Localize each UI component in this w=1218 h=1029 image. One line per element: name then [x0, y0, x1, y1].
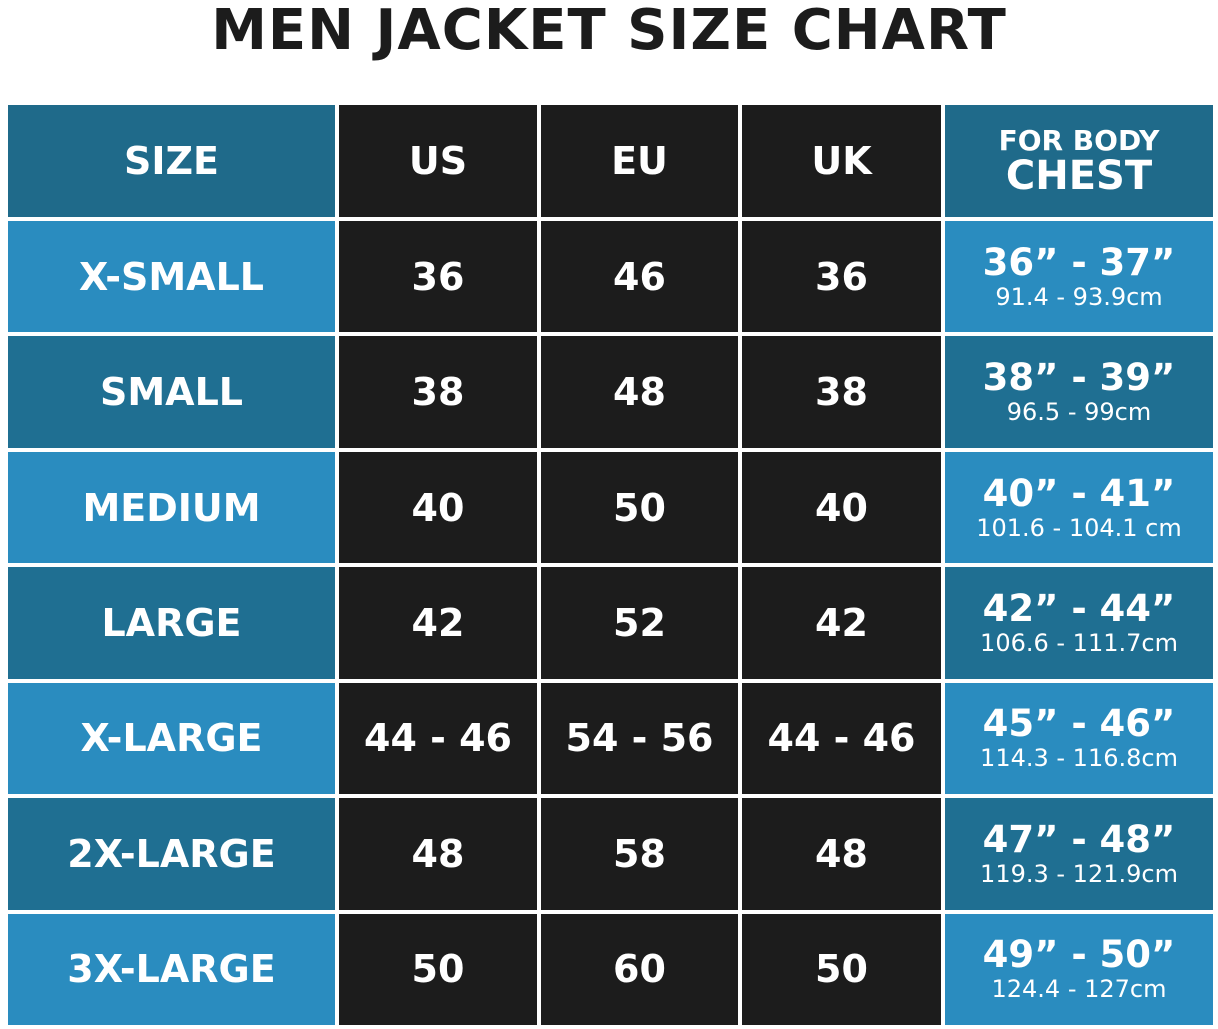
chest-cell: 47” - 48” 119.3 - 121.9cm [945, 798, 1213, 910]
uk-cell: 42 [742, 567, 941, 679]
chest-cell: 49” - 50” 124.4 - 127cm [945, 913, 1213, 1025]
header-uk: UK [742, 105, 941, 217]
eu-cell: 54 - 56 [541, 682, 738, 795]
size-cell: 2X-LARGE [8, 798, 335, 910]
header-eu: EU [541, 105, 738, 217]
chest-inches: 49” - 50” [982, 933, 1176, 977]
size-cell: X-SMALL [8, 221, 335, 333]
chest-cell: 40” - 41” 101.6 - 104.1 cm [945, 451, 1213, 564]
chest-inches: 47” - 48” [982, 817, 1176, 861]
uk-cell: 48 [742, 798, 941, 910]
header-chest-line1: FOR BODY [998, 124, 1160, 157]
chest-inches: 36” - 37” [982, 240, 1176, 284]
eu-cell: 60 [541, 913, 738, 1025]
size-table: SIZE US EU UK FOR BODY CHEST X-SMALL 36 46… [8, 105, 1213, 1025]
size-cell: LARGE [8, 567, 335, 679]
chest-cm: 96.5 - 99cm [1006, 398, 1152, 427]
size-cell: MEDIUM [8, 451, 335, 564]
chest-cm: 91.4 - 93.9cm [995, 282, 1163, 311]
eu-cell: 58 [541, 798, 738, 910]
eu-cell: 50 [541, 451, 738, 564]
size-cell: SMALL [8, 336, 335, 448]
chest-cm: 119.3 - 121.9cm [980, 859, 1178, 888]
chest-cell: 45” - 46” 114.3 - 116.8cm [945, 682, 1213, 795]
us-cell: 38 [339, 336, 537, 448]
header-chest: FOR BODY CHEST [945, 105, 1213, 217]
chest-inches: 45” - 46” [982, 702, 1176, 746]
us-cell: 48 [339, 798, 537, 910]
chest-cell: 36” - 37” 91.4 - 93.9cm [945, 221, 1213, 333]
chest-inches: 38” - 39” [982, 356, 1176, 400]
uk-cell: 38 [742, 336, 941, 448]
us-cell: 40 [339, 451, 537, 564]
uk-cell: 40 [742, 451, 941, 564]
uk-cell: 36 [742, 221, 941, 333]
eu-cell: 46 [541, 221, 738, 333]
uk-cell: 50 [742, 913, 941, 1025]
us-cell: 50 [339, 913, 537, 1025]
us-cell: 42 [339, 567, 537, 679]
eu-cell: 48 [541, 336, 738, 448]
chest-cm: 106.6 - 111.7cm [980, 628, 1178, 657]
chart-title: MEN JACKET SIZE CHART [211, 0, 1007, 63]
chest-inches: 42” - 44” [982, 586, 1176, 630]
eu-cell: 52 [541, 567, 738, 679]
chest-cm: 114.3 - 116.8cm [980, 744, 1178, 773]
chest-cm: 101.6 - 104.1 cm [976, 513, 1182, 542]
uk-cell: 44 - 46 [742, 682, 941, 795]
chest-cell: 38” - 39” 96.5 - 99cm [945, 336, 1213, 448]
header-size: SIZE [8, 105, 335, 217]
size-cell: 3X-LARGE [8, 913, 335, 1025]
chest-inches: 40” - 41” [982, 471, 1176, 515]
size-cell: X-LARGE [8, 682, 335, 795]
us-cell: 44 - 46 [339, 682, 537, 795]
header-us: US [339, 105, 537, 217]
header-chest-line2: CHEST [1005, 153, 1153, 199]
chest-cm: 124.4 - 127cm [991, 975, 1167, 1004]
us-cell: 36 [339, 221, 537, 333]
chest-cell: 42” - 44” 106.6 - 111.7cm [945, 567, 1213, 679]
